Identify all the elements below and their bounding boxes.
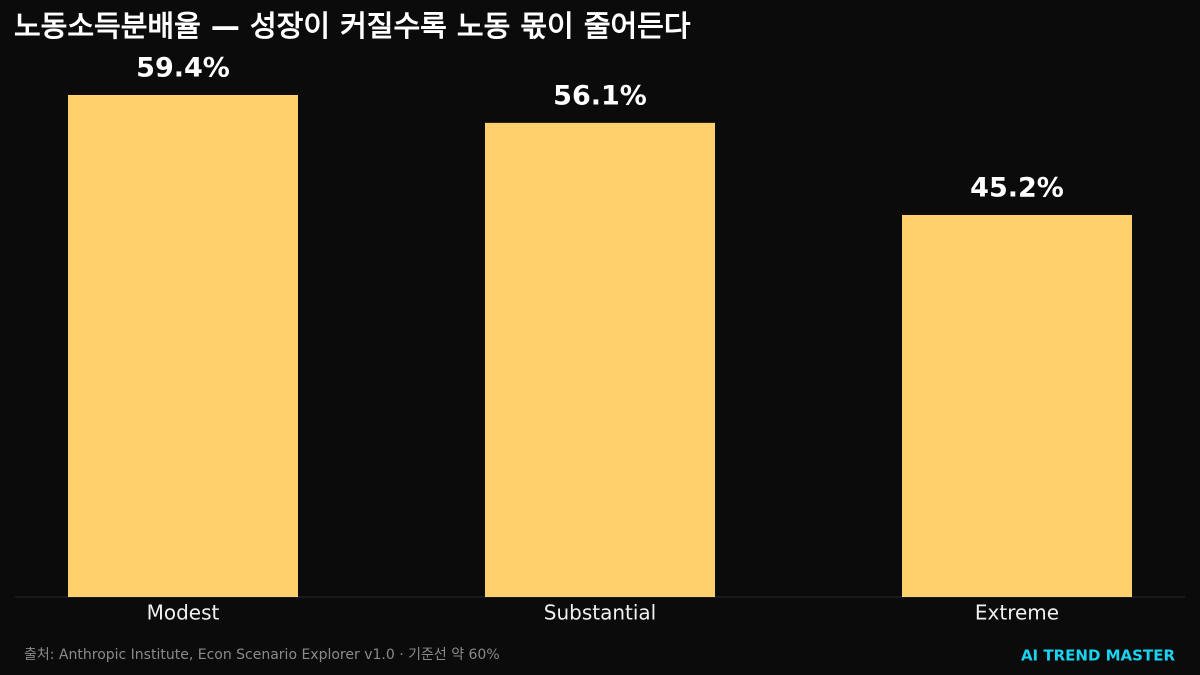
bar — [902, 214, 1132, 597]
x-tick-label: Substantial — [544, 601, 656, 625]
x-tick-label: Modest — [147, 601, 220, 625]
chart-title: 노동소득분배율 — 성장이 커질수록 노동 몫이 줄어든다 — [14, 9, 691, 43]
value-label: 56.1% — [553, 80, 647, 111]
bar — [68, 94, 298, 598]
value-label: 59.4% — [136, 52, 230, 83]
source-note: 출처: Anthropic Institute, Econ Scenario E… — [24, 647, 500, 663]
bar — [485, 122, 715, 598]
brand: AI TREND MASTER — [1021, 647, 1175, 665]
x-tick-label: Extreme — [975, 601, 1059, 625]
value-label: 45.2% — [970, 172, 1064, 203]
